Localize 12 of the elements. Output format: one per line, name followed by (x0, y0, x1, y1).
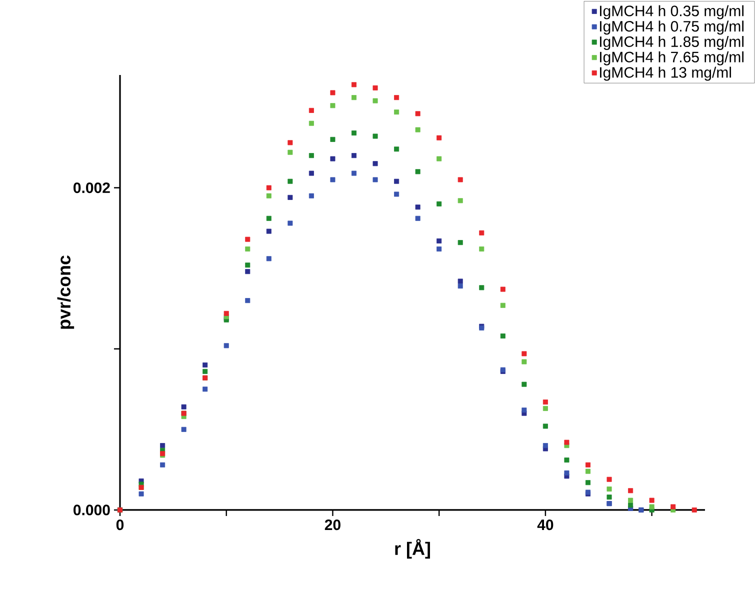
legend-label: IgMCH4 h 0.35 mg/ml (600, 5, 744, 20)
x-tick-label: 40 (537, 520, 554, 530)
x-axis-title: r [Å] (395, 538, 430, 559)
legend-label: IgMCH4 h 7.65 mg/ml (600, 51, 744, 66)
x-tick-label: 0 (116, 520, 124, 530)
x-tick-label: 20 (324, 520, 340, 530)
y-axis-title: pvr/conc (57, 256, 74, 329)
y-tick-label: 0.002 (74, 182, 110, 194)
legend-label: IgMCH4 h 13 mg/ml (600, 66, 731, 81)
legend-label: IgMCH4 h 1.85 mg/ml (600, 36, 744, 50)
legend-label: IgMCH4 h 0.75 mg/ml (600, 20, 744, 35)
y-tick-label: 0.000 (74, 504, 110, 516)
